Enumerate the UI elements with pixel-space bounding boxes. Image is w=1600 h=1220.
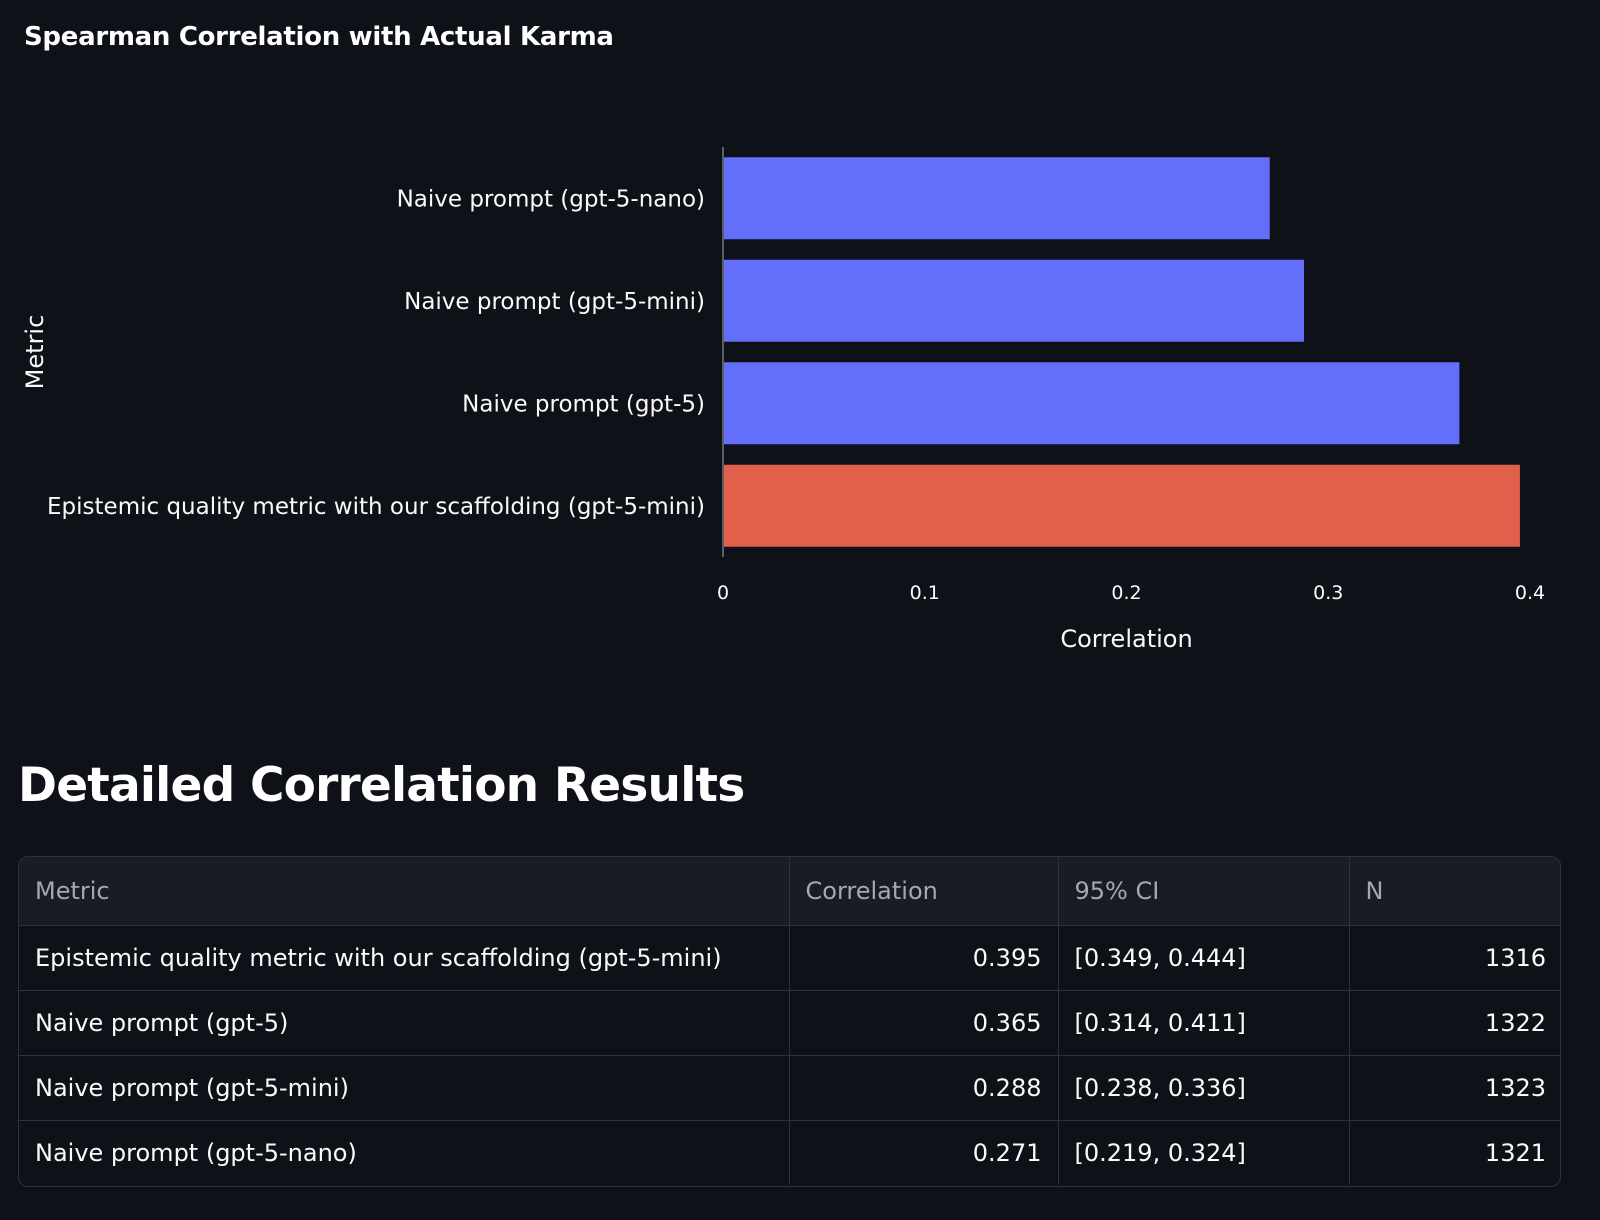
y-tick-label: Epistemic quality metric with our scaffo… [47,494,705,520]
cell-ci: [0.314, 0.411] [1058,990,1350,1056]
chart-title: Spearman Correlation with Actual Karma [24,22,614,52]
x-axis-label: Correlation [1060,625,1192,653]
table-row: Naive prompt (gpt-5-nano) 0.271 [0.219, … [19,1120,1560,1185]
cell-n: 1316 [1349,925,1560,991]
bar-chart: Naive prompt (gpt-5-nano) Naive prompt (g… [21,147,1545,653]
table-row: Epistemic quality metric with our scaffo… [19,925,1560,991]
section-title: Detailed Correlation Results [18,758,745,813]
column-header-metric[interactable]: Metric [19,857,790,926]
cell-correlation: 0.365 [789,990,1059,1056]
results-table: Metric Correlation 95% CI N Epistemic qu… [18,856,1561,1187]
cell-metric: Epistemic quality metric with our scaffo… [19,925,790,991]
cell-n: 1323 [1349,1055,1560,1121]
cell-metric: Naive prompt (gpt-5-mini) [19,1055,790,1121]
column-header-ci[interactable]: 95% CI [1058,857,1350,926]
bar [723,464,1520,547]
bar [723,157,1270,240]
column-header-n[interactable]: N [1349,857,1560,926]
x-tick-label: 0.3 [1313,582,1343,604]
cell-ci: [0.238, 0.336] [1058,1055,1350,1121]
y-tick-label: Naive prompt (gpt-5-nano) [397,186,705,212]
column-header-correlation[interactable]: Correlation [789,857,1059,926]
cell-correlation: 0.288 [789,1055,1059,1121]
cell-metric: Naive prompt (gpt-5) [19,990,790,1056]
bar [723,259,1305,342]
x-tick-label: 0.2 [1111,582,1141,604]
x-tick-label: 0.1 [910,582,940,604]
bar [723,362,1460,445]
cell-ci: [0.219, 0.324] [1058,1120,1350,1185]
cell-correlation: 0.395 [789,925,1059,991]
cell-n: 1321 [1484,1138,1546,1167]
cell-n: 1322 [1349,990,1560,1056]
table-header-row: Metric Correlation 95% CI N [19,857,1560,926]
table-row: Naive prompt (gpt-5) 0.365 [0.314, 0.411… [19,990,1560,1056]
y-axis-label: Metric [21,315,49,390]
y-tick-label: Naive prompt (gpt-5) [462,391,705,417]
table-row: Naive prompt (gpt-5-mini) 0.288 [0.238, … [19,1055,1560,1121]
y-tick-label: Naive prompt (gpt-5-mini) [404,289,705,315]
x-tick-label: 0.4 [1515,582,1545,604]
cell-correlation: 0.271 [789,1120,1059,1185]
cell-ci: [0.349, 0.444] [1058,925,1350,991]
cell-metric: Naive prompt (gpt-5-nano) [19,1120,790,1185]
x-tick-label: 0 [717,582,729,604]
